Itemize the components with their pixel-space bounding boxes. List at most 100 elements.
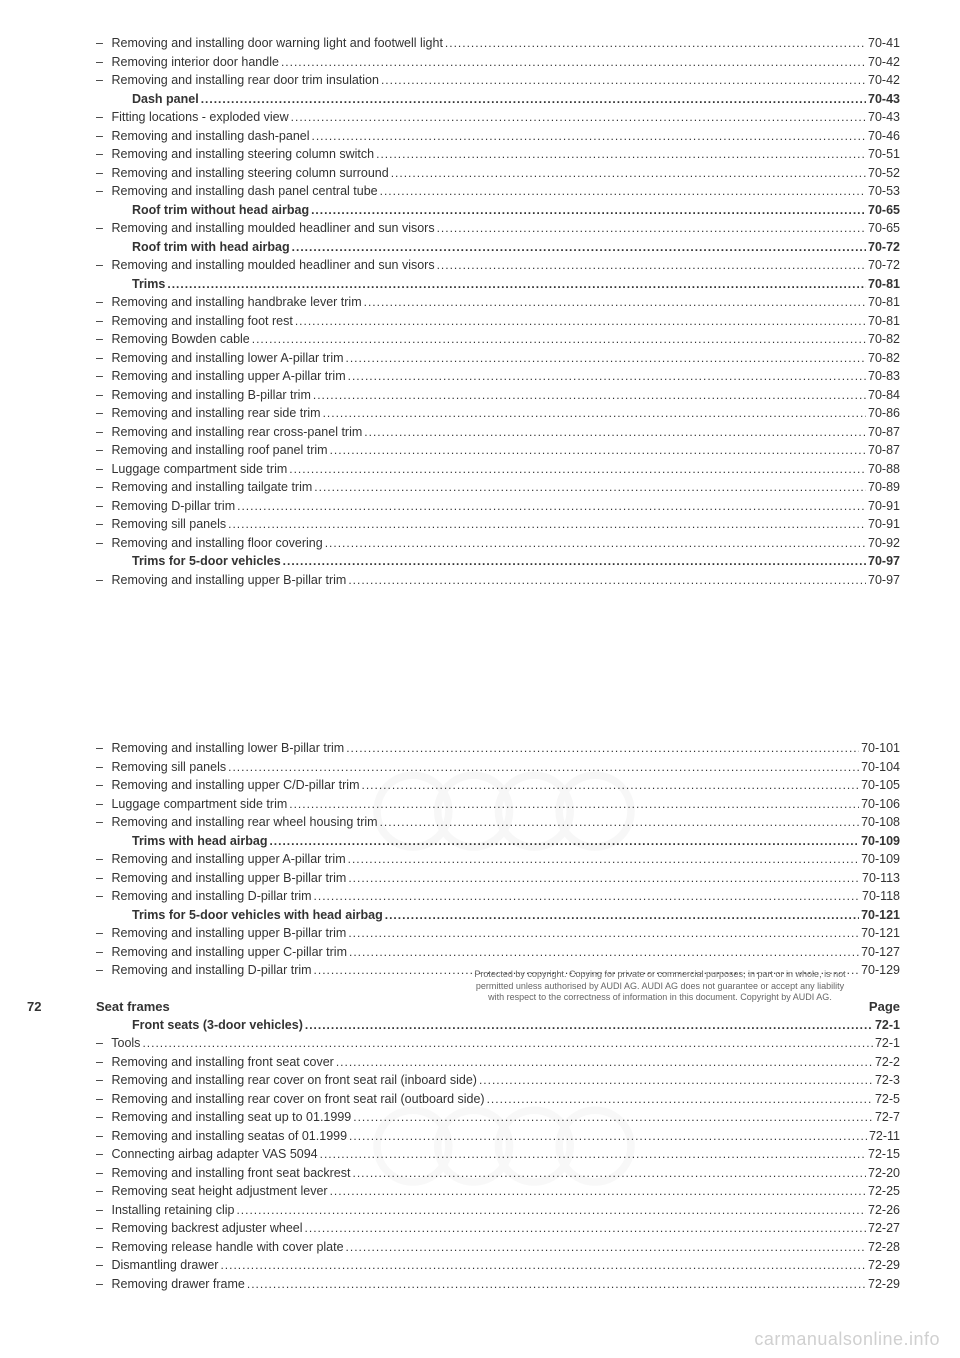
toc-page: 70-81	[868, 276, 900, 294]
toc-section-3: Front seats (3-door vehicles) 72-1– Tool…	[60, 1017, 900, 1294]
toc-line: – Removing backrest adjuster wheel 72-27	[96, 1220, 900, 1238]
copyright-notice: Protected by copyright. Copying for priv…	[420, 969, 900, 1004]
toc-dots	[348, 368, 866, 385]
toc-page: 70-43	[868, 91, 900, 109]
toc-page: 72-7	[875, 1109, 900, 1127]
toc-page: 72-1	[875, 1017, 900, 1035]
toc-dots	[346, 1239, 866, 1256]
toc-dots	[142, 1035, 873, 1052]
toc-page: 70-87	[868, 442, 900, 460]
toc-label: – Removing and installing upper C-pillar…	[96, 944, 347, 962]
toc-line: – Removing and installing moulded headli…	[96, 220, 900, 238]
toc-line: – Removing release handle with cover pla…	[96, 1239, 900, 1257]
toc-line: – Removing and installing upper B-pillar…	[96, 572, 900, 590]
toc-page: 72-11	[869, 1128, 900, 1146]
toc-label: – Dismantling drawer	[96, 1257, 218, 1275]
toc-line: – Removing and installing front seat bac…	[96, 1165, 900, 1183]
toc-page: 70-109	[861, 833, 900, 851]
toc-line: – Removing and installing dash panel cen…	[96, 183, 900, 201]
toc-line: – Removing and installing foot rest 70-8…	[96, 313, 900, 331]
toc-line: Front seats (3-door vehicles) 72-1	[96, 1017, 900, 1035]
toc-label: Front seats (3-door vehicles)	[132, 1017, 303, 1035]
toc-line: Roof trim without head airbag 70-65	[96, 202, 900, 220]
toc-page: 70-105	[861, 777, 900, 795]
toc-line: – Dismantling drawer 72-29	[96, 1257, 900, 1275]
toc-label: – Removing and installing upper B-pillar…	[96, 925, 346, 943]
toc-line: – Removing and installing upper C/D-pill…	[96, 777, 900, 795]
toc-page: 70-87	[868, 424, 900, 442]
toc-page: 70-91	[868, 498, 900, 516]
toc-line: – Removing and installing rear door trim…	[96, 72, 900, 90]
toc-line: – Removing drawer frame 72-29	[96, 1276, 900, 1294]
toc-line: – Connecting airbag adapter VAS 5094 72-…	[96, 1146, 900, 1164]
toc-dots	[380, 814, 859, 831]
toc-dots	[346, 350, 867, 367]
toc-line: – Removing and installing floor covering…	[96, 535, 900, 553]
toc-dots	[220, 1257, 866, 1274]
toc-label: – Removing interior door handle	[96, 54, 279, 72]
toc-dots	[312, 128, 867, 145]
toc-page: 70-42	[868, 72, 900, 90]
toc-dots	[281, 54, 866, 71]
toc-label: – Removing and installing moulded headli…	[96, 257, 435, 275]
toc-label: – Removing and installing steering colum…	[96, 165, 389, 183]
toc-page: 70-101	[861, 740, 900, 758]
toc-dots	[376, 146, 866, 163]
toc-page: 72-5	[875, 1091, 900, 1109]
toc-page: 70-46	[868, 128, 900, 146]
copyright-line-3: with respect to the correctness of infor…	[420, 992, 900, 1004]
toc-label: Trims for 5-door vehicles	[132, 553, 281, 571]
toc-page: 72-27	[868, 1220, 900, 1238]
toc-label: Roof trim without head airbag	[132, 202, 309, 220]
toc-label: – Removing and installing front seat cov…	[96, 1054, 334, 1072]
toc-label: – Removing and installing lower B-pillar…	[96, 740, 344, 758]
toc-label: – Luggage compartment side trim	[96, 461, 287, 479]
toc-dots	[385, 907, 859, 924]
toc-page: 70-108	[861, 814, 900, 832]
toc-dots	[247, 1276, 866, 1293]
toc-dots	[445, 35, 866, 52]
toc-dots	[362, 777, 860, 794]
toc-page: 70-97	[868, 553, 900, 571]
toc-page: 72-15	[868, 1146, 900, 1164]
toc-label: – Removing Bowden cable	[96, 331, 250, 349]
toc-label: – Removing and installing rear door trim…	[96, 72, 379, 90]
toc-line: Roof trim with head airbag 70-72	[96, 239, 900, 257]
toc-page: 70-88	[868, 461, 900, 479]
toc-dots	[346, 740, 859, 757]
toc-dots	[330, 442, 866, 459]
toc-label: – Removing and installing dash-panel	[96, 128, 310, 146]
toc-dots	[364, 424, 866, 441]
toc-section-1: – Removing and installing door warning l…	[60, 35, 900, 589]
toc-line: – Tools 72-1	[96, 1035, 900, 1053]
toc-dots	[330, 1183, 866, 1200]
toc-line: – Removing D-pillar trim 70-91	[96, 498, 900, 516]
toc-page: 70-72	[868, 239, 900, 257]
toc-line: – Removing and installing front seat cov…	[96, 1054, 900, 1072]
toc-dots	[325, 535, 866, 552]
toc-label: Roof trim with head airbag	[132, 239, 290, 257]
toc-label: – Removing and installing B-pillar trim	[96, 387, 311, 405]
toc-label: – Removing and installing D-pillar trim	[96, 962, 312, 980]
toc-line: Trims for 5-door vehicles 70-97	[96, 553, 900, 571]
toc-line: – Luggage compartment side trim 70-106	[96, 796, 900, 814]
toc-line: – Removing interior door handle 70-42	[96, 54, 900, 72]
toc-page: 70-118	[862, 888, 900, 906]
toc-dots	[289, 796, 859, 813]
toc-dots	[305, 1220, 866, 1237]
toc-label: – Removing and installing upper C/D-pill…	[96, 777, 360, 795]
footer-watermark: carmanualsonline.info	[754, 1329, 940, 1350]
toc-line: Trims 70-81	[96, 276, 900, 294]
toc-page: 70-97	[868, 572, 900, 590]
toc-label: – Removing and installing rear cover on …	[96, 1072, 477, 1090]
toc-line: – Removing sill panels 70-104	[96, 759, 900, 777]
toc-dots	[228, 759, 859, 776]
toc-dots	[479, 1072, 873, 1089]
toc-label: – Removing and installing rear cover on …	[96, 1091, 485, 1109]
toc-dots	[314, 888, 860, 905]
toc-page: 70-109	[861, 851, 900, 869]
toc-dots	[437, 257, 866, 274]
toc-dots	[349, 944, 859, 961]
toc-page: 70-84	[868, 387, 900, 405]
toc-line: – Installing retaining clip 72-26	[96, 1202, 900, 1220]
